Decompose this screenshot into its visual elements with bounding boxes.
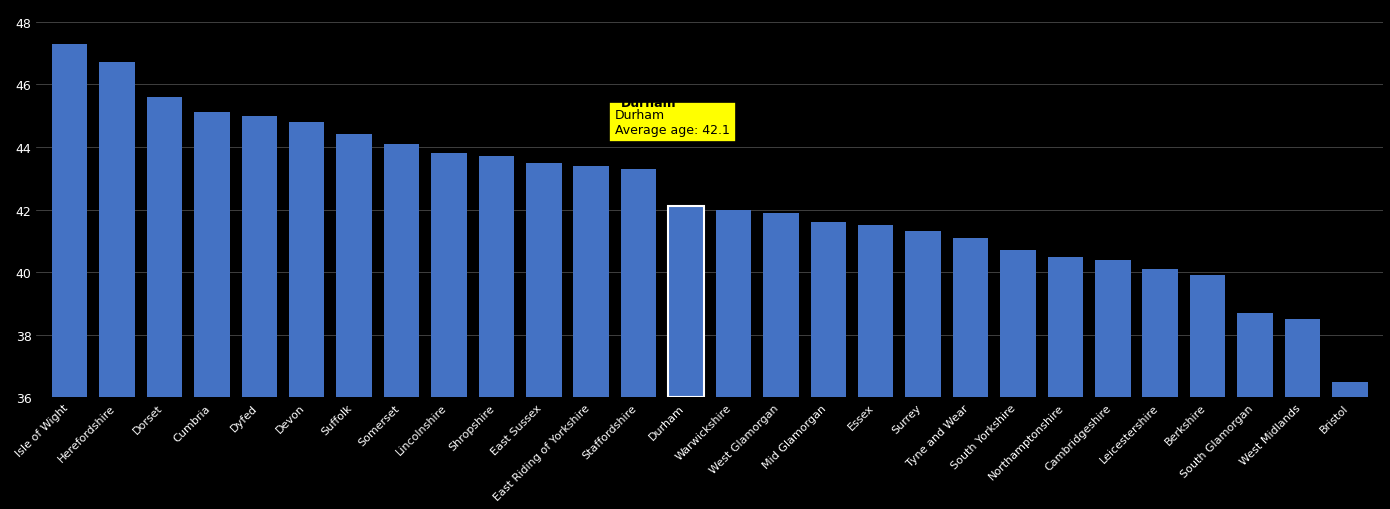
Bar — [574, 166, 609, 398]
Bar — [1284, 320, 1320, 398]
Text: 42.1: 42.1 — [742, 136, 773, 149]
Bar — [147, 98, 182, 398]
Bar — [952, 238, 988, 398]
Bar — [1190, 276, 1226, 398]
Bar — [1048, 257, 1083, 398]
Bar — [905, 232, 941, 398]
Bar — [384, 145, 420, 398]
Bar — [810, 222, 847, 398]
Bar — [51, 44, 88, 398]
Bar — [1095, 260, 1130, 398]
Bar — [669, 207, 703, 398]
Bar — [621, 169, 656, 398]
Bar — [525, 163, 562, 398]
Bar — [716, 210, 751, 398]
Bar — [289, 123, 324, 398]
Bar — [1001, 251, 1036, 398]
Bar — [336, 135, 373, 398]
Bar — [858, 226, 894, 398]
Bar — [242, 117, 277, 398]
Bar — [431, 154, 467, 398]
Bar — [195, 113, 229, 398]
Bar — [763, 213, 799, 398]
Bar — [1237, 314, 1273, 398]
Bar — [99, 63, 135, 398]
Text: Durham: Durham — [620, 96, 676, 109]
Text: Durham
Average age: 42.1: Durham Average age: 42.1 — [614, 108, 730, 136]
Bar — [478, 157, 514, 398]
Bar — [1332, 382, 1368, 398]
Bar — [1143, 270, 1177, 398]
